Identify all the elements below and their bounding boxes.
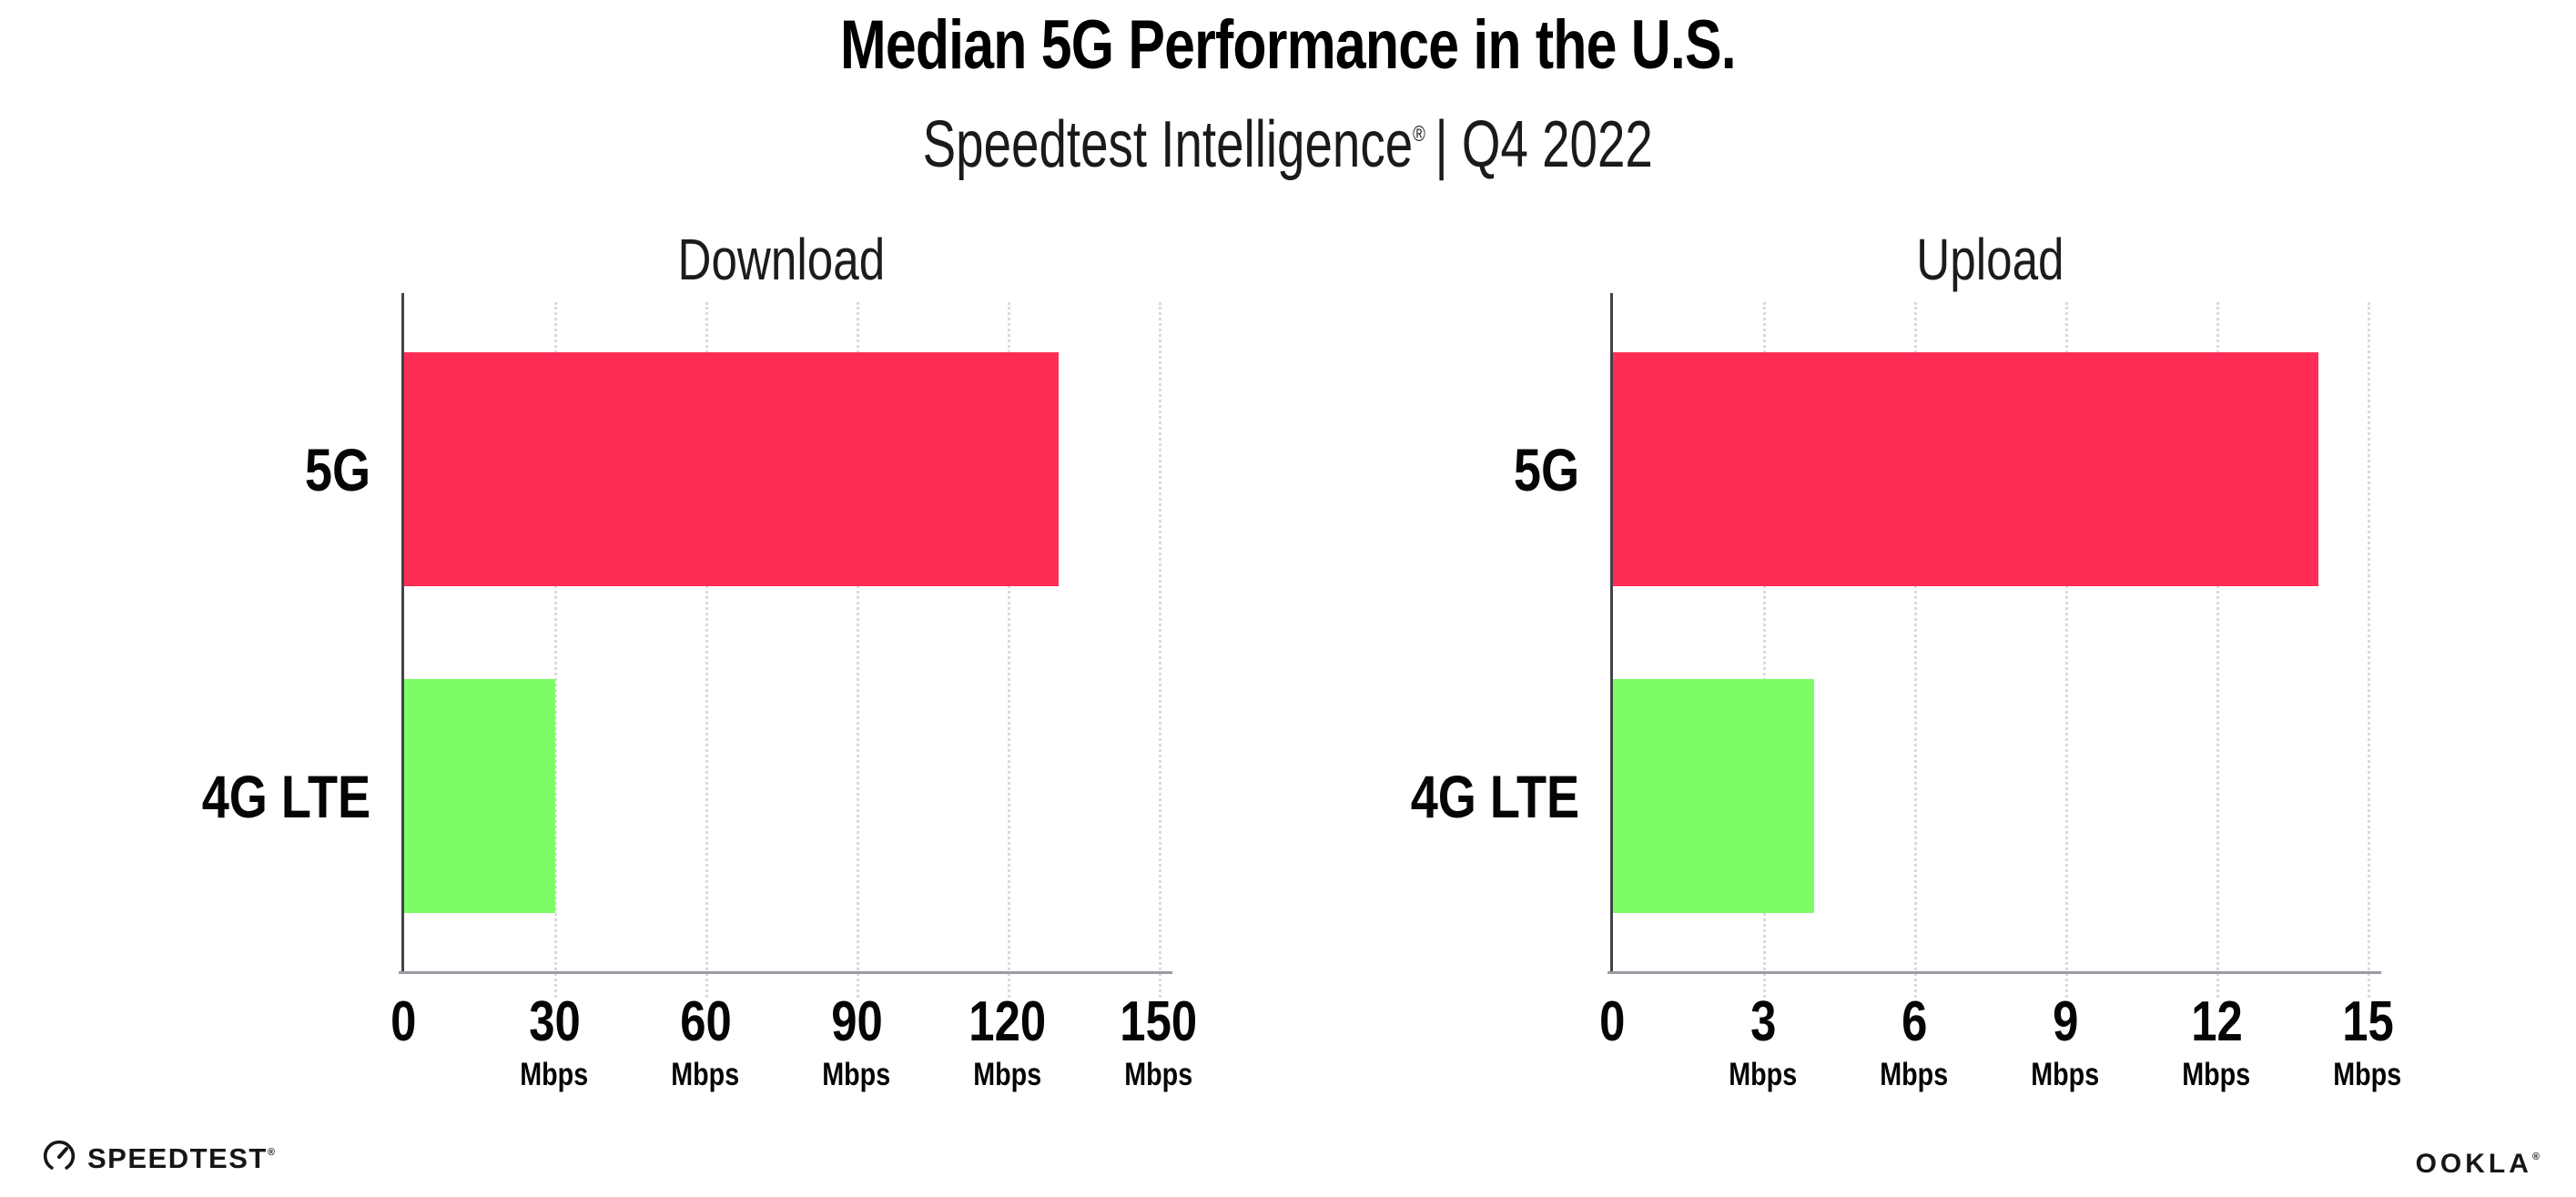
subtitle-text: Speedtest Intelligence® | Q4 2022 [923,89,1653,190]
gridline [1763,302,1766,998]
x-tick-label: 90 Mbps [756,992,957,1094]
x-tick-label: 3 Mbps [1663,992,1863,1094]
y-axis-line [401,293,404,972]
tick-value: 12 [2190,990,2243,1053]
tick-unit: Mbps [973,1057,1042,1092]
tick-value: 0 [390,990,417,1053]
upload-chart: Upload 5G 4G LTE 0 3 Mbps 6 Mbps 9 Mbps 12 Mbps 15 M… [1411,227,2402,1092]
download-chart: Download 5G 4G LTE 0 30 Mbps 60 Mbps 90 Mbps 120 M… [202,227,1198,1092]
tick-value: 150 [1120,990,1198,1053]
ookla-wordmark: OOKLA [2415,1149,2532,1179]
x-tick-label: 9 Mbps [1965,992,2165,1094]
x-axis-line [1607,971,2381,974]
upload-chart-title: Upload [1915,227,2064,292]
gridline [705,302,708,998]
tick-value: 6 [1901,990,1928,1053]
y-axis-line [1610,293,1613,972]
ookla-logo: OOKLA® [2416,1141,2543,1180]
registered-trademark-symbol: ® [2531,1151,2543,1162]
tick-value: 0 [1598,990,1626,1053]
tick-value: 15 [2341,990,2394,1053]
page-subtitle: Speedtest Intelligence® | Q4 2022 [0,89,2576,190]
category-label-5g: 5G [304,436,370,503]
category-label-4g-lte: 4G LTE [201,763,370,830]
x-tick-label: 15 Mbps [2267,992,2468,1094]
category-label-4g-lte: 4G LTE [1410,763,1579,830]
x-tick-label: 0 [303,992,503,1052]
x-tick-label: 60 Mbps [605,992,806,1094]
page-title-text: Median 5G Performance in the U.S. [840,6,1737,84]
bar-4g-lte [404,679,555,913]
tick-unit: Mbps [1729,1057,1798,1092]
subtitle-brand: Speedtest Intelligence [922,108,1414,182]
tick-value: 60 [679,990,732,1053]
tick-unit: Mbps [671,1057,740,1092]
speedtest-wordmark: SPEEDTEST® [87,1142,277,1174]
tick-value: 9 [2052,990,2079,1053]
category-label-5g: 5G [1513,436,1579,503]
gridline [857,302,859,998]
tick-unit: Mbps [822,1057,891,1092]
tick-unit: Mbps [1124,1057,1193,1092]
gridline [1159,302,1161,998]
gridline [554,302,557,998]
tick-unit: Mbps [2031,1057,2100,1092]
page-title: Median 5G Performance in the U.S. [0,2,2576,89]
gridline [2368,302,2370,998]
download-chart-title: Download [677,227,885,292]
bar-5g [404,352,1060,586]
x-tick-label: 12 Mbps [2116,992,2317,1094]
speedtest-logo: SPEEDTEST® [42,1136,276,1175]
tick-unit: Mbps [2182,1057,2251,1092]
bar-5g [1613,352,2318,586]
x-tick-label: 150 Mbps [1059,992,1259,1094]
tick-value: 3 [1749,990,1777,1053]
x-tick-label: 6 Mbps [1814,992,2014,1094]
tick-value: 90 [830,990,883,1053]
tick-value: 120 [969,990,1047,1053]
bar-4g-lte [1613,679,1815,913]
gridline [2065,302,2068,998]
gridline [2216,302,2219,998]
tick-unit: Mbps [520,1057,589,1092]
tick-unit: Mbps [1880,1057,1949,1092]
gridline [1008,302,1010,998]
gridline [1914,302,1917,998]
x-tick-label: 120 Mbps [908,992,1108,1094]
x-tick-label: 0 [1512,992,1712,1052]
registered-trademark-symbol: ® [1413,122,1426,147]
x-axis-line [399,971,1172,974]
tick-value: 30 [528,990,581,1053]
subtitle-period: | Q4 2022 [1435,108,1654,182]
speedtest-gauge-icon [42,1139,76,1173]
x-tick-label: 30 Mbps [454,992,654,1094]
registered-trademark-symbol: ® [267,1147,277,1158]
tick-unit: Mbps [2333,1057,2402,1092]
